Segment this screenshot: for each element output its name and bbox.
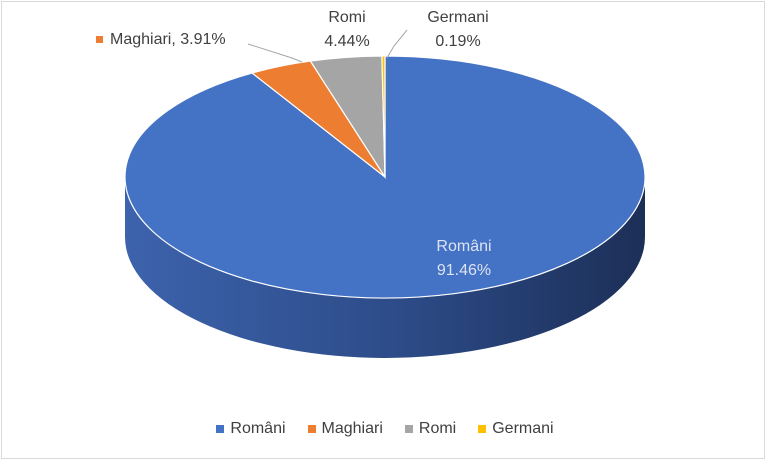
data-label-germani-value: 0.19% [435, 33, 480, 50]
data-label-romi-value: 4.44% [324, 33, 369, 50]
legend-item-romi: Romi [404, 420, 457, 438]
leader-line-germani [386, 29, 408, 59]
data-label-romani-name: Români [436, 238, 491, 255]
legend-swatch-maghiari [307, 425, 316, 433]
legend-label-germani: Germani [492, 420, 554, 437]
data-label-romani-value: 91.46% [437, 262, 491, 279]
legend-label-romani: Români [230, 420, 286, 437]
legend-swatch-romi [404, 425, 413, 433]
legend-label-maghiari: Maghiari [321, 420, 383, 437]
legend: Români Maghiari Romi Germani [2, 420, 768, 438]
pie-side-wall-romani [125, 177, 645, 358]
legend-swatch-romani [216, 425, 225, 433]
legend-item-germani: Germani [478, 420, 554, 438]
legend-swatch-germani [478, 425, 487, 433]
data-label-romi-name: Romi [328, 9, 365, 26]
pie-top [124, 55, 646, 299]
pie-side [125, 177, 645, 358]
data-label-germani-name: Germani [427, 9, 488, 26]
pie-slice-germani [381, 55, 386, 178]
label-marker-maghiari [96, 36, 103, 43]
data-label-maghiari: Maghiari, 3.91% [110, 31, 226, 48]
legend-label-romi: Romi [418, 420, 457, 437]
leader-line-maghiari [247, 43, 303, 63]
legend-item-maghiari: Maghiari [307, 420, 383, 438]
legend-item-romani: Români [216, 420, 286, 438]
